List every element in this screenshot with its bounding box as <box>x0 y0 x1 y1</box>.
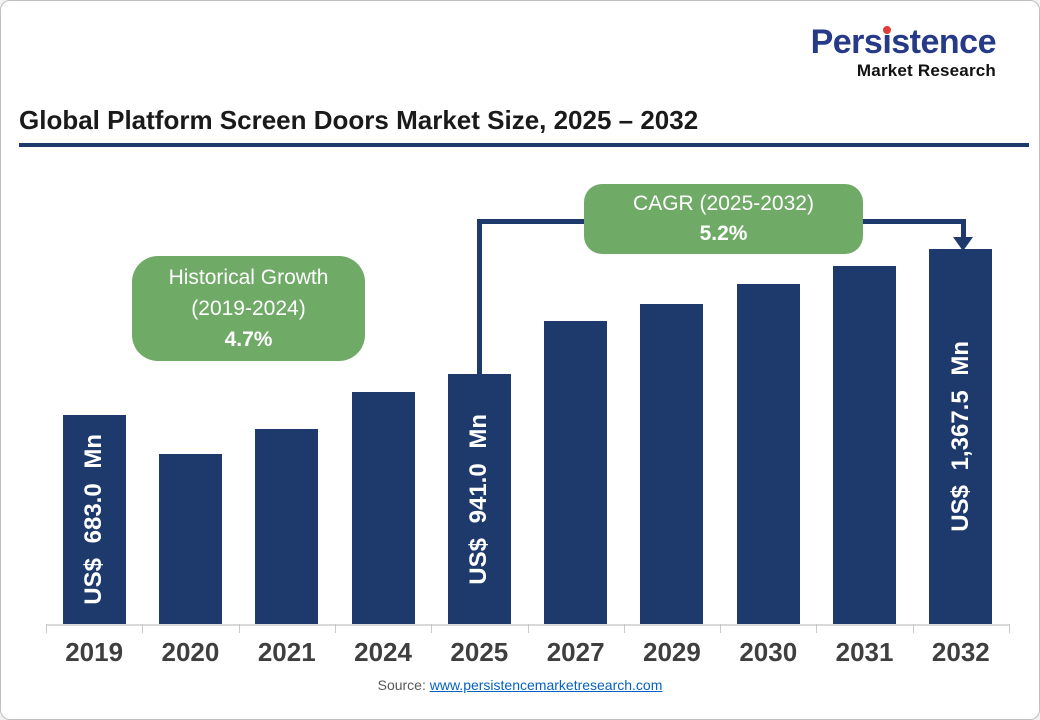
bar-2030 <box>736 284 800 624</box>
source-line: Source: www.persistencemarketresearch.co… <box>1 677 1039 693</box>
historical-growth-callout: Historical Growth (2019-2024) 4.7% <box>132 256 365 361</box>
x-axis-label-2031: 2031 <box>835 637 894 667</box>
bar-2020 <box>159 454 222 624</box>
bar-value-label: US$ 683.0 Mn <box>80 434 108 605</box>
historical-growth-line1: Historical Growth <box>168 266 329 289</box>
x-axis-tick <box>46 624 47 633</box>
x-axis-label-2032: 2032 <box>931 637 990 667</box>
bar-2031 <box>833 266 896 624</box>
source-link[interactable]: www.persistencemarketresearch.com <box>429 677 663 693</box>
x-axis-tick <box>238 624 240 633</box>
x-axis-label-2027: 2027 <box>546 637 605 667</box>
brand-logo-wordmark: Pers ıstence <box>810 23 997 61</box>
x-axis-tick <box>720 624 722 633</box>
bar-2025: US$ 941.0 Mn <box>447 374 511 624</box>
logo-text-stence: stence <box>891 23 996 61</box>
cagr-arrow-right-vertical <box>961 219 966 239</box>
x-axis-label-2020: 2020 <box>161 637 220 667</box>
bar-2021 <box>255 429 319 624</box>
x-axis-label-2024: 2024 <box>354 637 412 667</box>
bar-2032: US$ 1,367.5 Mn <box>929 249 993 624</box>
bar-2027 <box>544 321 608 624</box>
x-axis-tick <box>912 624 914 633</box>
x-axis-tick <box>816 624 818 633</box>
bar-value-label: US$ 941.0 Mn <box>465 413 493 585</box>
x-axis-label-2019: 2019 <box>65 637 124 667</box>
x-axis-tick <box>1009 624 1010 633</box>
cagr-callout: CAGR (2025-2032) 5.2% <box>584 184 863 254</box>
x-axis-tick <box>623 624 625 633</box>
logo-red-dot-icon <box>882 26 891 34</box>
logo-letter-i: ı <box>882 25 891 59</box>
title-underline <box>19 143 1029 147</box>
x-axis-label-2021: 2021 <box>257 637 316 667</box>
chart-title: Global Platform Screen Doors Market Size… <box>19 105 699 135</box>
x-axis-tick <box>527 624 529 633</box>
bar-2019: US$ 683.0 Mn <box>62 415 126 624</box>
historical-growth-value: 4.7% <box>224 328 273 351</box>
logo-text-pers: Pers <box>810 23 883 61</box>
cagr-value: 5.2% <box>699 222 748 245</box>
cagr-arrow-left-vertical <box>477 221 482 375</box>
logo-dotless-i: ı <box>882 23 892 61</box>
x-axis-tick <box>142 624 144 633</box>
brand-logo: Pers ıstence Market Research <box>810 23 997 80</box>
x-axis-label-2030: 2030 <box>739 637 798 667</box>
x-axis-tick <box>431 624 433 633</box>
historical-growth-line2: (2019-2024) <box>191 297 306 320</box>
x-axis-tick <box>334 624 336 633</box>
bar-2029 <box>640 304 704 624</box>
bar-value-label: US$ 1,367.5 Mn <box>946 341 974 532</box>
bar-2024 <box>351 392 415 624</box>
cagr-arrowhead-icon <box>953 237 973 251</box>
x-axis-label-2025: 2025 <box>450 637 509 667</box>
cagr-line1: CAGR (2025-2032) <box>633 192 814 215</box>
source-label: Source: <box>377 677 426 693</box>
brand-logo-subtitle: Market Research <box>856 61 996 80</box>
x-axis-label-2029: 2029 <box>643 637 701 667</box>
